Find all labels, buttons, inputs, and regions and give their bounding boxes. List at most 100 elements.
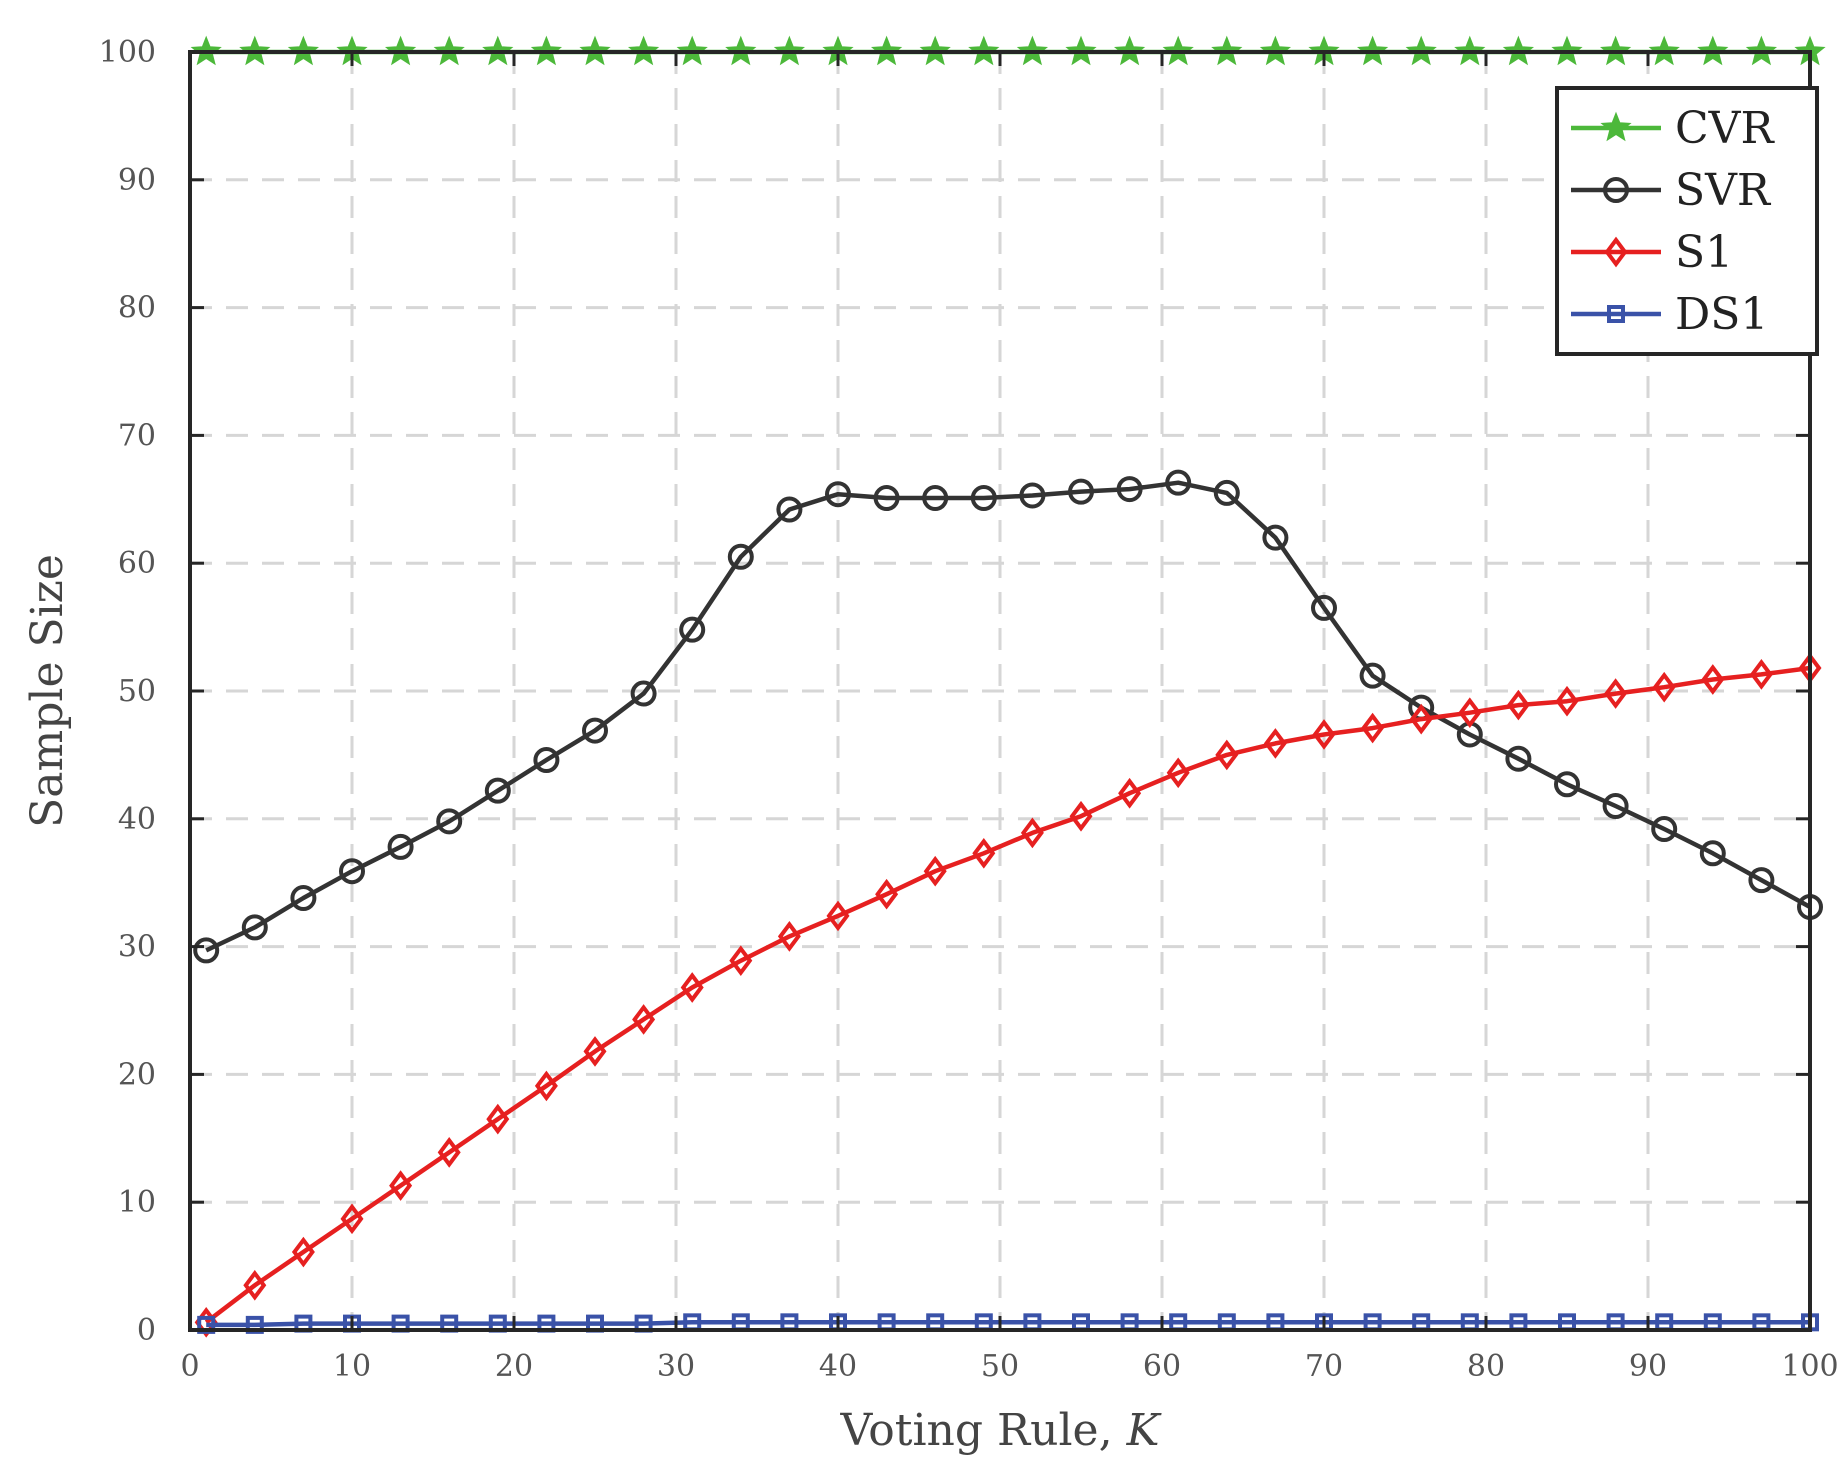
legend-label: SVR [1675,165,1772,216]
data-point-s1 [243,1269,267,1301]
data-point-svr [1116,476,1143,503]
data-point-s1 [1118,777,1142,809]
data-point-s1 [437,1137,461,1168]
data-point-s1 [923,855,947,887]
x-tick-label: 10 [333,1349,371,1384]
y-tick-label: 50 [118,674,156,709]
data-point-s1 [291,1236,315,1268]
y-tick-label: 30 [118,930,156,965]
x-tick-label: 90 [1629,1349,1667,1384]
data-point-s1 [1458,697,1482,729]
data-point-svr [1505,745,1532,772]
data-point-svr [922,485,949,512]
data-point-s1 [1604,678,1628,709]
data-point-s1 [1409,703,1433,735]
data-point-s1 [1166,757,1190,789]
data-point-s1 [340,1203,364,1235]
data-point-svr [630,680,657,707]
data-point-s1 [583,1036,607,1067]
data-point-svr [339,858,365,885]
y-tick-label: 10 [118,1185,156,1220]
data-point-svr [1699,840,1726,867]
legend-marker [1600,111,1632,142]
data-point-svr [970,485,997,512]
legend-marker [1604,236,1628,268]
axis-ticks: 0 10 20 30 40 50 60 70 80 90 100 0 10 20 30 40 50 60 70 80 9… [99,35,1839,1384]
y-tick-label: 0 [137,1313,156,1348]
legend-box [1555,86,1819,356]
data-point-s1 [534,1070,558,1102]
legend: CVR SVR S1 DS1 [1555,86,1819,356]
data-point-svr [1311,594,1337,621]
x-tick-label: 60 [1143,1349,1181,1384]
y-tick-label: 80 [118,291,156,326]
data-point-s1 [389,1170,413,1201]
data-point-s1 [972,837,996,869]
data-point-svr [290,885,317,912]
data-point-s1 [1652,671,1676,703]
data-point-svr [1019,482,1046,509]
series-line-ds1 [206,1320,1810,1328]
data-point-svr [825,481,851,508]
series-svr [193,469,1823,964]
data-point-svr [1651,816,1678,843]
y-tick-label: 60 [118,546,156,581]
data-point-s1 [1263,728,1287,759]
x-tick-label: 40 [819,1349,857,1384]
data-point-svr [873,485,900,512]
y-axis-label: Sample Size [22,554,73,828]
y-tick-label: 90 [118,163,156,198]
data-point-s1 [729,945,753,976]
data-point-svr [193,937,220,964]
data-point-s1 [1069,800,1093,832]
data-point-s1 [1312,719,1336,750]
x-tick-label: 100 [1781,1349,1838,1384]
data-point-s1 [826,900,850,932]
legend-label: CVR [1675,103,1775,154]
data-point-svr [1554,771,1580,798]
data-point-s1 [777,921,801,952]
data-point-svr [776,496,803,523]
data-point-s1 [875,878,899,910]
data-point-svr [1359,662,1386,689]
legend-item-svr: SVR [1571,165,1772,216]
x-axis-label: Voting Rule, K [840,1405,1162,1456]
data-point-s1 [1555,685,1579,717]
legend-marker [1603,177,1629,203]
data-point-svr [727,543,754,570]
data-point-svr [533,747,560,774]
data-point-svr [1262,524,1289,551]
x-tick-label: 50 [981,1349,1019,1384]
data-point-s1 [1701,664,1725,695]
y-tick-label: 20 [118,1057,156,1092]
y-tick-label: 40 [118,802,156,837]
x-tick-label: 70 [1305,1349,1343,1384]
data-point-svr [679,616,706,643]
data-point-svr [1213,479,1240,506]
data-point-svr [387,833,414,860]
legend-item-ds1: DS1 [1571,289,1768,340]
x-tick-label: 0 [180,1349,199,1384]
data-point-s1 [1020,817,1044,849]
data-point-s1 [1506,689,1530,721]
legend-marker [1607,305,1625,323]
y-tick-label: 70 [118,418,156,453]
series-line-svr [205,480,1812,953]
data-point-s1 [680,972,704,1003]
x-tick-label: 80 [1467,1349,1505,1384]
legend-item-cvr: CVR [1571,103,1775,154]
x-tick-label: 30 [657,1349,695,1384]
data-point-s1 [632,1004,656,1035]
data-point-svr [582,717,608,744]
legend-item-s1: S1 [1571,227,1733,278]
data-point-svr [436,808,463,835]
data-point-svr [1068,478,1094,505]
data-point-s1 [1215,739,1239,771]
data-point-s1 [1749,659,1773,690]
data-point-s1 [486,1103,510,1135]
data-point-svr [241,914,268,941]
data-point-svr [484,777,511,804]
data-point-svr [1602,793,1629,820]
